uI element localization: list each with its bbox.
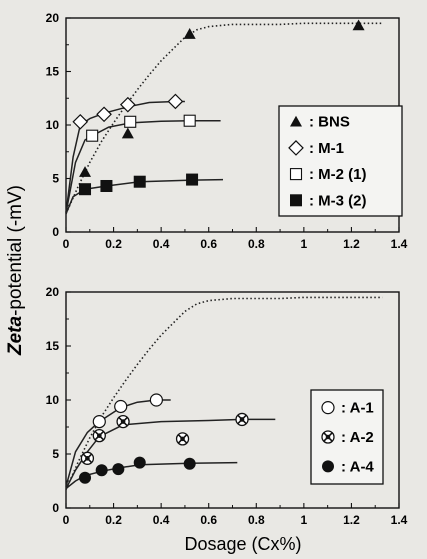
bottom-legend-a-2-marker-core	[325, 434, 331, 440]
top-legend-m-3-2-label: : M-3 (2)	[309, 192, 367, 209]
top-legend-m-1-label: : M-1	[309, 140, 344, 157]
bottom-legend-a-1-label: : A-1	[341, 400, 374, 417]
top-x-tick-label: 0.4	[153, 237, 170, 251]
top-legend-m-2-1-marker	[289, 168, 303, 181]
bottom-legend-a-4-label: : A-4	[341, 458, 374, 475]
bottom-x-tick-label: 0	[63, 513, 70, 527]
bottom-a-2-point	[175, 432, 190, 446]
bottom-y-tick-label: 10	[46, 393, 60, 407]
top-m-2-1-curve	[65, 119, 221, 213]
top-bns-point	[183, 28, 196, 39]
y-axis-label-italic: Zeta	[5, 316, 26, 357]
top-y-tick-label: 5	[52, 172, 59, 186]
bottom-x-tick-label: 0.8	[248, 513, 265, 527]
bottom-x-tick-label: 1.4	[391, 513, 408, 527]
bottom-a-1-point	[92, 415, 106, 429]
top-bns-point	[352, 19, 365, 31]
bottom-a-2-point-core	[97, 433, 102, 438]
top-legend-bns-label: : BNS	[309, 114, 350, 131]
top-m-1-point	[167, 93, 184, 110]
bottom-a-4-point	[112, 463, 125, 476]
bottom-a-4-curve	[65, 461, 238, 490]
bottom-y-tick-label: 15	[46, 339, 60, 353]
top-x-tick-label: 0	[63, 237, 70, 251]
top-x-tick-label: 1	[301, 237, 308, 251]
bottom-reference-curve	[65, 296, 383, 490]
bottom-y-tick-label: 0	[52, 501, 59, 515]
top-x-tick-label: 0.8	[248, 237, 265, 251]
bottom-legend-a-4-marker	[322, 460, 334, 473]
x-axis-label: Dosage (Cx%)	[184, 534, 301, 554]
bottom-a-2-point-core	[85, 456, 90, 461]
panel-bottom: 0 0.2 0.4 0.6 0.8 1 1.2 1.4 0 5 10 15 20 : A-1 : A-2 : …	[46, 285, 408, 527]
bottom-x-tick-label: 1	[301, 513, 308, 527]
bottom-y-tick-label: 5	[52, 447, 59, 461]
top-x-tick-label: 0.2	[105, 237, 122, 251]
top-x-tick-label: 1.2	[343, 237, 360, 251]
bottom-a-2-point-core	[239, 417, 245, 422]
bottom-x-tick-label: 0.6	[200, 513, 217, 527]
bottom-a-4-point	[95, 464, 108, 477]
top-m-1-point	[96, 106, 112, 123]
top-y-tick-label: 0	[52, 225, 59, 239]
top-x-tick-label: 1.4	[391, 237, 408, 251]
bottom-a-2-point	[116, 414, 130, 429]
top-m-3-2-point	[133, 175, 146, 188]
bottom-a-4-point	[133, 456, 146, 469]
bottom-legend-a-2-marker	[321, 430, 335, 444]
top-m-2-1-point	[86, 129, 99, 142]
bottom-legend-a-2-label: : A-2	[341, 429, 374, 446]
bottom-a-1-point	[149, 393, 163, 407]
y-axis-label: Zeta-potential (-mV)	[5, 185, 26, 356]
bottom-a-2-point	[235, 412, 249, 427]
bottom-legend-a-1-marker	[321, 401, 335, 415]
bottom-x-tick-label: 0.4	[153, 513, 170, 527]
top-m-3-2-point	[79, 183, 92, 196]
top-bns-curve	[65, 22, 383, 215]
bottom-a-2-point	[80, 451, 95, 465]
bottom-a-2-point-core	[120, 419, 126, 424]
bottom-x-tick-label: 1.2	[343, 513, 360, 527]
top-legend-m-3-2-marker	[290, 194, 302, 207]
top-legend-m-1-marker	[288, 140, 304, 156]
top-m-3-2-point	[100, 179, 113, 192]
bottom-a-4-point	[183, 457, 196, 470]
bottom-a-2-point	[92, 428, 106, 443]
top-m-1-point	[119, 96, 136, 113]
bottom-y-tick-label: 20	[46, 285, 60, 299]
y-axis-label-rest: -potential (-mV)	[5, 185, 26, 316]
top-bns-point	[79, 166, 92, 177]
top-y-tick-label: 10	[46, 118, 60, 132]
panel-top: 0 0.2 0.4 0.6 0.8 1 1.2 1.4 0 5 10 15 20 : BNS : M-1 : …	[46, 11, 408, 251]
top-x-tick-label: 0.6	[200, 237, 217, 251]
top-m-3-2-point	[186, 173, 199, 186]
bottom-a-1-point	[114, 399, 128, 414]
top-y-tick-label: 20	[46, 11, 60, 25]
top-y-tick-label: 15	[46, 65, 60, 79]
top-legend-m-2-1-label: : M-2 (1)	[309, 166, 367, 183]
bottom-x-tick-label: 0.2	[105, 513, 122, 527]
top-legend-bns-marker	[290, 115, 302, 127]
top-bns-point	[121, 127, 134, 139]
top-m-1-point	[72, 113, 89, 130]
bottom-a-4-point	[79, 471, 92, 484]
top-m-2-1-point	[183, 114, 196, 127]
bottom-a-2-point-core	[180, 436, 185, 442]
top-m-2-1-point	[124, 115, 137, 128]
